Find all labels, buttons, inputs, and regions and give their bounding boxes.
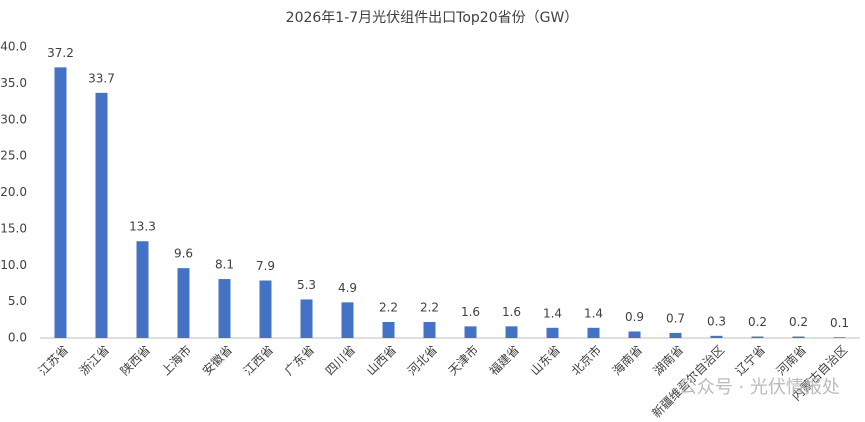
y-tick-label: 10.0 <box>0 258 27 272</box>
data-label: 13.3 <box>129 220 156 234</box>
bar <box>300 299 313 338</box>
data-label: 7.9 <box>256 259 275 273</box>
x-tick-label: 陕西省 <box>117 342 153 378</box>
x-tick-label: 广东省 <box>282 343 317 378</box>
x-tick-label: 海南省 <box>609 342 645 378</box>
data-label: 1.4 <box>543 306 562 320</box>
bar <box>628 331 641 338</box>
x-tick-label: 四川省 <box>323 343 358 378</box>
x-tick-label: 安徽省 <box>199 342 235 378</box>
x-tick-label: 福建省 <box>486 342 522 378</box>
x-tick-label: 辽宁省 <box>732 342 768 378</box>
chart-title: 2026年1-7月光伏组件出口Top20省份（GW） <box>286 10 579 26</box>
x-tick-label: 山西省 <box>364 343 399 378</box>
x-tick-label: 浙江省 <box>77 343 112 378</box>
x-tick-label: 上海市 <box>158 342 194 378</box>
y-tick-label: 35.0 <box>0 76 27 90</box>
x-tick-label: 山东省 <box>528 343 563 378</box>
x-tick-label: 江苏省 <box>36 343 71 378</box>
y-tick-label: 15.0 <box>0 221 27 235</box>
bar <box>95 92 108 339</box>
bar <box>423 321 436 338</box>
bar <box>136 241 149 338</box>
data-label: 0.2 <box>789 315 808 329</box>
data-label: 0.3 <box>707 314 726 328</box>
data-label: 0.7 <box>666 311 685 325</box>
data-label: 0.2 <box>748 315 767 329</box>
data-label: 4.9 <box>338 281 357 295</box>
bar <box>669 332 682 338</box>
y-tick-label: 30.0 <box>0 112 27 126</box>
data-label: 1.6 <box>461 305 480 319</box>
bar <box>792 336 805 338</box>
bar <box>546 327 559 338</box>
bar <box>710 335 723 338</box>
data-label: 0.1 <box>830 316 849 330</box>
x-tick-label: 河北省 <box>405 343 440 378</box>
bar <box>218 279 231 338</box>
x-tick-label: 河南省 <box>773 342 809 378</box>
data-label: 1.6 <box>502 305 521 319</box>
y-tick-label: 25.0 <box>0 149 27 163</box>
bar <box>751 336 764 338</box>
watermark: 公众号 · 光伏情报处 <box>679 377 840 398</box>
y-tick-label: 5.0 <box>8 294 27 308</box>
bar <box>464 326 477 338</box>
data-label: 0.9 <box>625 310 644 324</box>
bar <box>505 326 518 338</box>
data-label: 9.6 <box>174 247 193 261</box>
bar <box>341 302 354 338</box>
x-tick-label: 天津市 <box>445 342 481 378</box>
x-tick-label: 江西省 <box>241 343 276 378</box>
bar <box>382 321 395 338</box>
data-label: 33.7 <box>88 71 115 85</box>
bar <box>833 337 846 338</box>
bar <box>587 327 600 338</box>
bar <box>177 268 190 338</box>
x-tick-label: 北京市 <box>568 342 604 378</box>
data-label: 2.2 <box>420 300 439 314</box>
data-label: 2.2 <box>379 300 398 314</box>
data-label: 8.1 <box>215 258 234 272</box>
bar <box>259 280 272 338</box>
data-label: 5.3 <box>297 278 316 292</box>
x-tick-label: 湖南省 <box>650 342 686 378</box>
data-label: 1.4 <box>584 306 603 320</box>
y-tick-label: 0.0 <box>8 331 27 345</box>
y-tick-label: 40.0 <box>0 40 27 54</box>
bar <box>54 67 67 339</box>
y-tick-label: 20.0 <box>0 185 27 199</box>
data-label: 37.2 <box>47 46 74 60</box>
